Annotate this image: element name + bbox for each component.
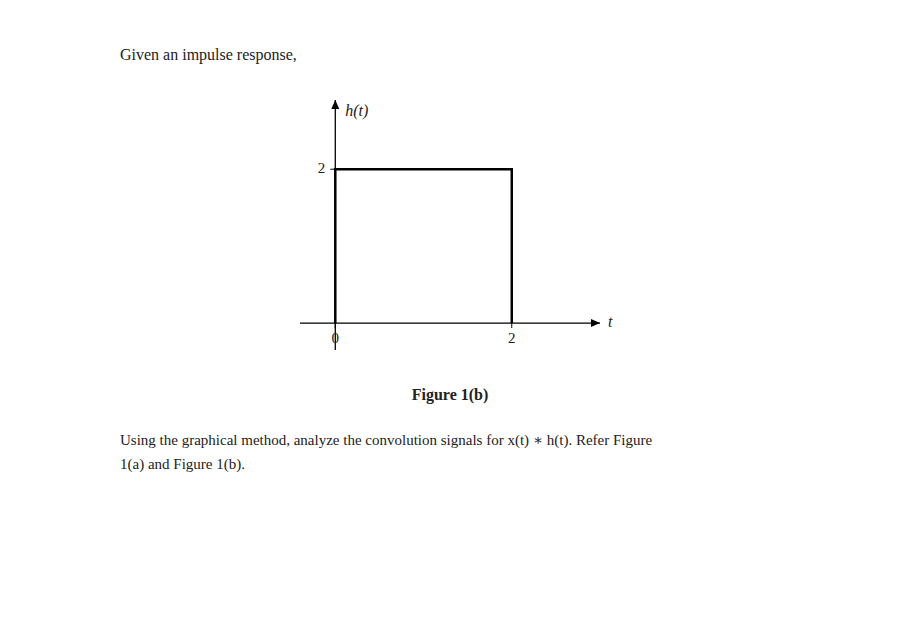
y-tick-label: 2	[318, 160, 326, 176]
body-text: 1(a) and Figure 1(b).	[120, 456, 245, 473]
body-text: Using the graphical method, analyze the …	[120, 432, 652, 449]
x-tick	[335, 323, 336, 328]
chart-root: Given an impulse response, t h(t) 0 2 2 Figure…	[0, 0, 902, 640]
signal-line	[335, 169, 511, 323]
x-tick-label: 2	[508, 330, 516, 346]
intro-text: Given an impulse response,	[120, 46, 297, 64]
figure-caption: Figure 1(b)	[412, 386, 489, 404]
x-axis-label: t	[608, 313, 613, 330]
x-axis	[300, 322, 600, 323]
plot-area	[335, 169, 511, 323]
y-axis-label: h(t)	[345, 102, 368, 120]
x-tick	[511, 323, 512, 328]
x-tick-label: 0	[332, 330, 340, 346]
